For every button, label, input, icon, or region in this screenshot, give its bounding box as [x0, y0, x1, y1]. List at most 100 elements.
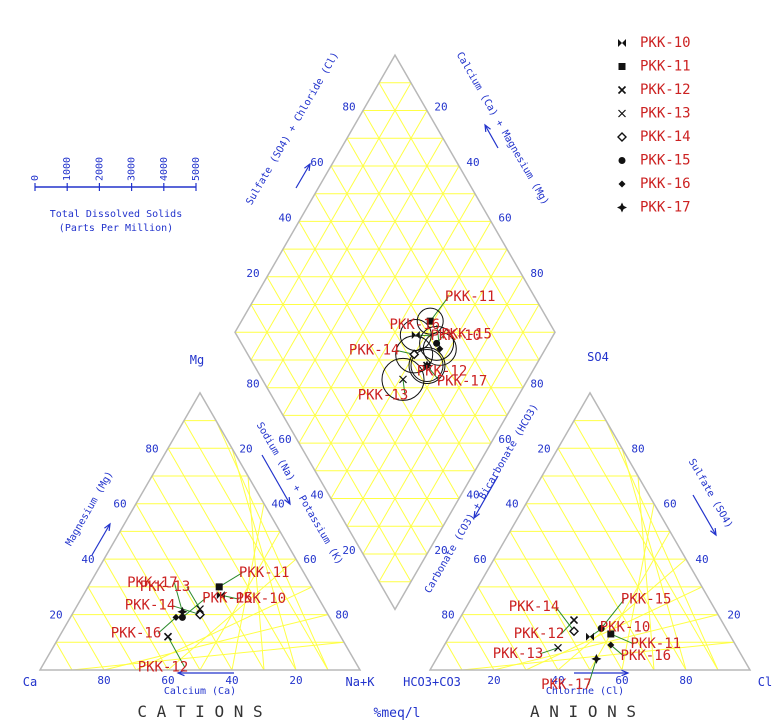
sample-marker: [607, 641, 615, 649]
anion-triangle-gridline: [525, 503, 623, 671]
calcium-arrow-head: [176, 669, 185, 677]
sulfate-axis-label: Sulfate (SO4): [686, 457, 735, 530]
anion-right-tick: 40: [695, 553, 708, 566]
tds-scale-tick-label: 5000: [191, 157, 202, 181]
legend-label: PKK-13: [640, 106, 691, 122]
cation-left-tick: 40: [81, 553, 94, 566]
sample-leader-line: [555, 606, 575, 632]
cation-triangle-gridline: [103, 558, 169, 671]
sample-marker: [409, 349, 420, 360]
sample-label: PKK-17: [437, 374, 488, 390]
anion-bottom-tick: 20: [487, 674, 500, 687]
sample-marker: [569, 626, 579, 637]
legend-label: PKK-10: [640, 35, 691, 51]
cation-right-tick: 80: [335, 609, 348, 622]
diamond-right-arrow-head: [484, 123, 491, 133]
cation-triangle-gridline: [71, 614, 105, 671]
anion-triangle-border: [428, 391, 752, 671]
tds-circle: [381, 357, 425, 401]
diamond-lower-left-tick: 60: [278, 433, 291, 446]
anion-triangle-gridline: [557, 448, 687, 671]
sample-leader-line: [600, 599, 625, 629]
sample-marker: [216, 591, 225, 600]
sample-leader-line: [402, 379, 406, 396]
anion-triangle-gridline: [589, 531, 671, 671]
cation-triangle-gridline: [199, 531, 281, 671]
cation-triangle-gridline: [247, 475, 265, 671]
tds-circle: [419, 325, 455, 361]
anion-bottom-tick: 80: [679, 674, 692, 687]
carbonate-arrow-head: [473, 510, 480, 520]
legend-marker: [617, 85, 627, 95]
sample-marker: [215, 583, 223, 591]
chlorine-axis-label: Chlorine (Cl): [546, 686, 624, 697]
sample-label: PKK-13: [493, 646, 544, 662]
sample-marker: [569, 616, 579, 625]
sample-marker: [433, 339, 441, 347]
cation-right-tick: 20: [239, 442, 252, 455]
diamond-lower-right-tick: 80: [530, 378, 543, 391]
anion-triangle-gridline: [509, 531, 591, 671]
cation-triangle-gridline: [215, 420, 329, 671]
cation-right-tick: 60: [303, 553, 316, 566]
cation-triangle-gridline: [119, 531, 201, 671]
tds-circle: [408, 347, 446, 385]
anion-triangle-gridline: [637, 475, 655, 671]
sample-marker: [163, 632, 173, 641]
sample-label: PKK-10: [236, 591, 287, 607]
sample-label: PKK-10: [600, 620, 651, 636]
tds-scale-tick-label: 0: [30, 175, 41, 181]
sample-label: PKK-15: [202, 590, 253, 606]
legend-label: PKK-11: [640, 59, 691, 75]
sample-label: PKK-11: [631, 636, 682, 652]
corner-hco3co3-label: HCO3+CO3: [403, 675, 461, 689]
sample-leader-line: [429, 296, 449, 322]
diamond-lower-right-tick: 40: [466, 489, 479, 502]
sample-leader-line: [171, 605, 201, 616]
sample-label: PKK-13: [358, 387, 409, 403]
sample-label: PKK-16: [111, 625, 162, 641]
anion-triangle-gridline: [541, 475, 655, 671]
legend-marker: [618, 109, 626, 118]
cation-triangle-gridline: [167, 448, 297, 671]
corner-mg-label: Mg: [190, 353, 204, 367]
legend-marker: [618, 39, 626, 47]
cation-bottom-tick: 80: [97, 674, 110, 687]
legend-marker: [617, 202, 627, 213]
corner-cl-label: Cl: [758, 675, 772, 689]
units-label: %meq/l: [374, 706, 421, 721]
diamond-upper-right-tick: 60: [498, 211, 511, 224]
diamond-border: [234, 53, 556, 611]
tds-circle: [410, 349, 444, 383]
cation-left-tick: 60: [113, 498, 126, 511]
sample-leader-line: [167, 636, 186, 668]
magnesium-arrow-head: [104, 522, 111, 532]
sample-marker: [591, 653, 602, 664]
sample-leader-line: [218, 572, 243, 588]
sample-label: PKK-13: [140, 579, 191, 595]
sample-leader-line: [610, 633, 634, 645]
sample-marker: [178, 613, 186, 621]
diamond-upper-right-tick: 40: [466, 156, 479, 169]
diamond-upper-left-tick: 20: [246, 267, 259, 280]
cation-bottom-tick: 40: [225, 674, 238, 687]
cation-left-tick: 20: [49, 609, 62, 622]
sample-leader-line: [182, 597, 206, 618]
sample-marker: [422, 360, 432, 371]
axis-labels: C A T I O N S A N I O N S %meq/l Ca Mg N…: [23, 50, 772, 721]
legend-label: PKK-15: [640, 153, 691, 169]
diamond-right-axis-label: Calcium (Ca) + Magnesium (Mg): [454, 50, 551, 207]
triangle-grids: [38, 53, 752, 671]
diamond-right-arrow: [484, 124, 499, 149]
diamond-upper-right-tick: 20: [434, 101, 447, 114]
sample-label: PKK-10: [431, 328, 482, 344]
sample-label: PKK-15: [441, 326, 492, 342]
sample-marker: [426, 317, 434, 325]
cation-triangle-gridline: [55, 642, 73, 671]
sample-labels: PKK-10PKK-10PKK-10PKK-11PKK-11PKK-11PKK-…: [111, 289, 681, 693]
sample-leader-line: [173, 582, 183, 612]
sample-leader-line: [539, 647, 559, 655]
sample-marker: [177, 606, 188, 617]
sample-label: PKK-12: [514, 626, 565, 642]
axis-arrows: [91, 123, 717, 677]
